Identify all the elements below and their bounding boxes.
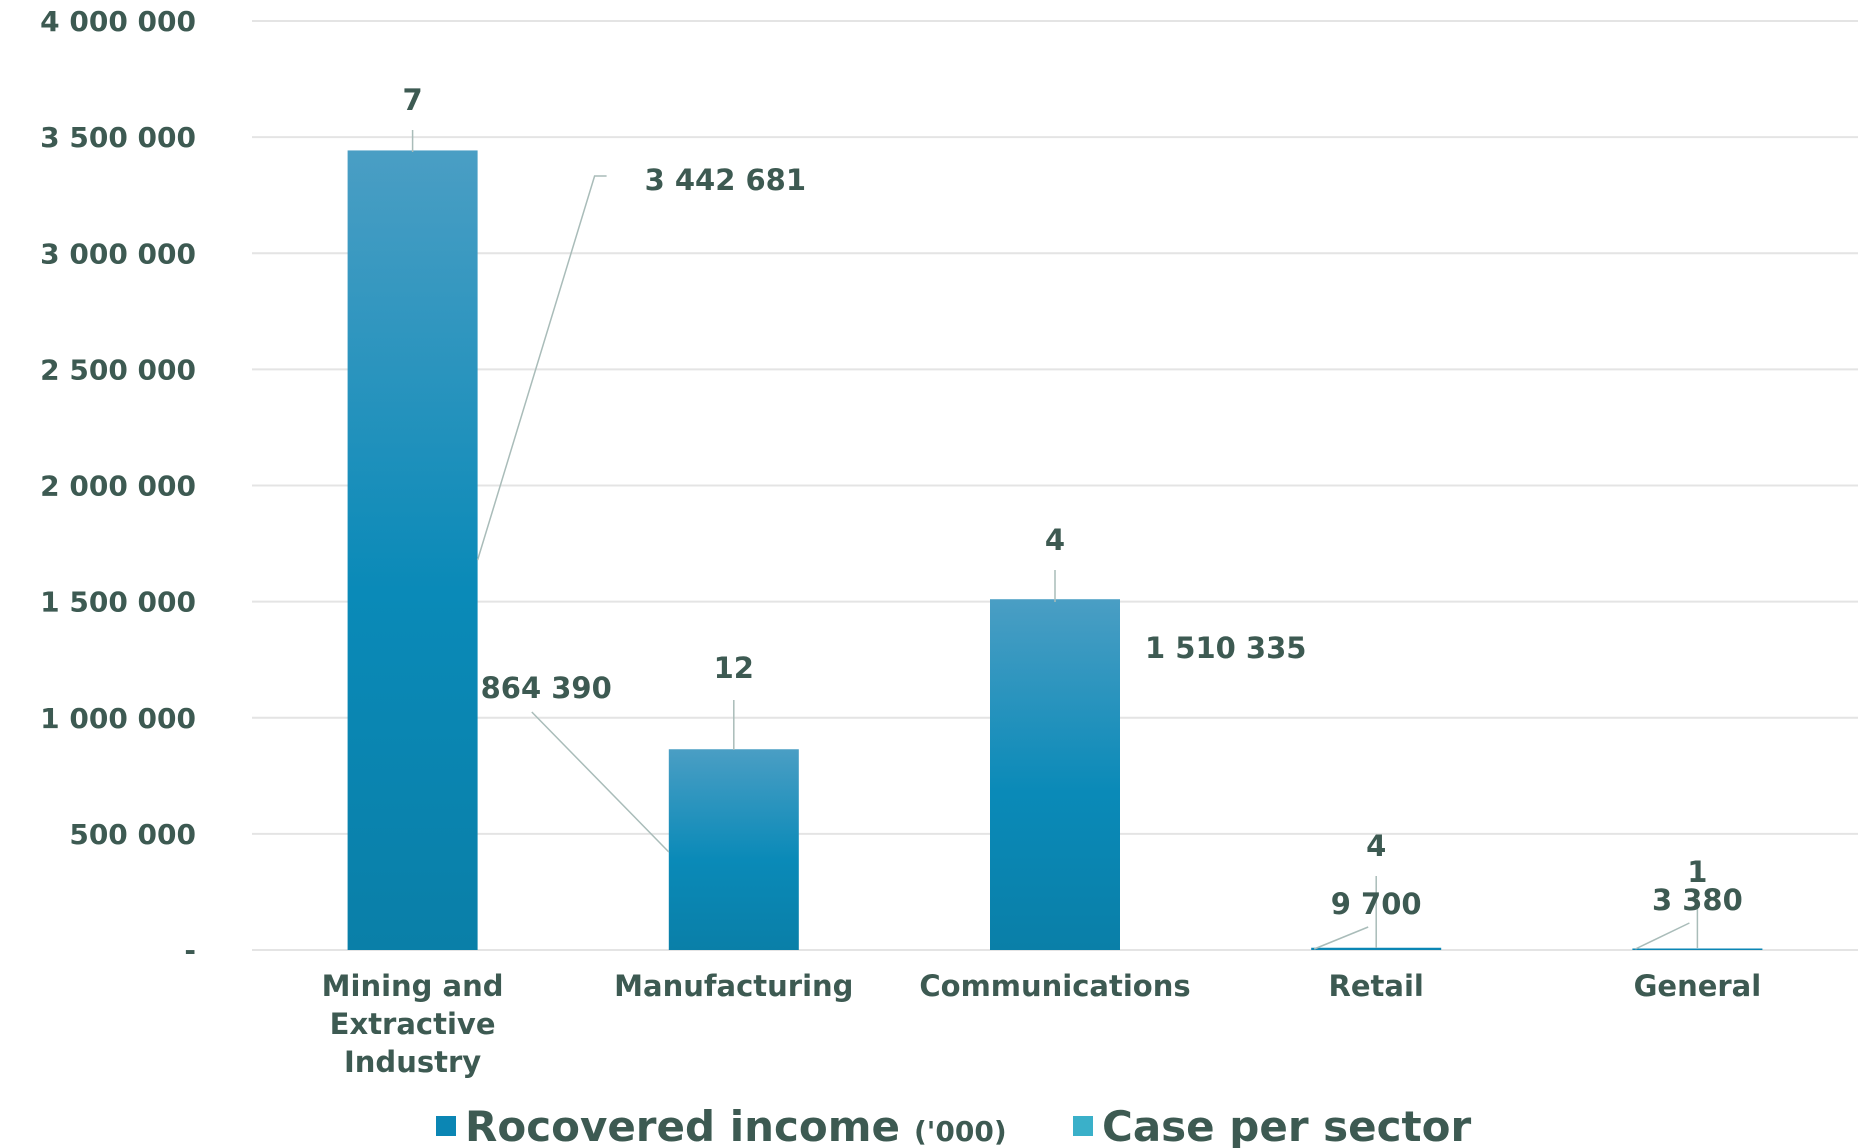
data-label-case-per-sector: 4 — [1366, 829, 1386, 863]
leader-line — [531, 711, 670, 853]
x-axis-categories: Mining and Extractive Industry Manufacturin… — [322, 969, 1762, 1079]
legend-unit-recovered-income: ('000) — [914, 1115, 1007, 1148]
x-category-label: Communications — [919, 969, 1190, 1003]
y-tick-label: - — [184, 934, 196, 967]
bar-recovered-income — [1632, 948, 1763, 950]
data-label-case-per-sector: 7 — [403, 83, 423, 117]
x-category-label: Retail — [1329, 969, 1424, 1003]
y-tick-label: 4 000 000 — [40, 5, 196, 38]
data-label-recovered-income: 3 380 — [1652, 883, 1743, 917]
y-tick-label: 3 500 000 — [40, 121, 196, 154]
data-label-recovered-income: 864 390 — [481, 671, 612, 705]
bar-recovered-income — [1311, 947, 1442, 950]
legend-label-recovered-income: Rocovered income — [465, 1102, 900, 1148]
bar-recovered-income — [668, 749, 799, 950]
legend-swatch-recovered-income — [436, 1116, 456, 1136]
legend: Rocovered income ('000) Case per sector — [436, 1102, 1471, 1148]
bar-recovered-income — [990, 599, 1120, 950]
data-label-case-per-sector: 12 — [714, 651, 754, 685]
x-category-label: Manufacturing — [614, 969, 853, 1003]
x-category-label: Industry — [344, 1045, 481, 1079]
x-category-label: Extractive — [330, 1007, 496, 1041]
y-tick-label: 2 000 000 — [40, 470, 196, 503]
label-leader-lines — [411, 130, 1699, 950]
data-label-case-per-sector: 1 — [1687, 855, 1707, 889]
y-tick-label: 1 500 000 — [40, 586, 196, 619]
legend-swatch-case-per-sector — [1073, 1116, 1093, 1136]
leader-line — [476, 175, 607, 561]
legend-label-case-per-sector: Case per sector — [1102, 1102, 1471, 1148]
bars — [347, 150, 1763, 951]
bar-recovered-income — [347, 150, 478, 951]
data-labels: 3 442 681 864 390 1 510 335 9 700 3 380 7 12 4 4… — [403, 83, 1743, 921]
y-tick-label: 2 500 000 — [40, 353, 196, 386]
data-label-recovered-income: 1 510 335 — [1145, 631, 1306, 665]
y-tick-label: 1 000 000 — [40, 702, 196, 735]
data-label-recovered-income: 3 442 681 — [645, 163, 806, 197]
x-category-label: Mining and — [322, 969, 504, 1003]
x-category-label: General — [1634, 969, 1762, 1003]
data-label-recovered-income: 9 700 — [1331, 887, 1422, 921]
data-label-case-per-sector: 4 — [1045, 523, 1065, 557]
svg-text:Rocovered income('000): Rocovered income ('000) — [465, 1102, 1007, 1148]
y-tick-label: 3 000 000 — [40, 237, 196, 270]
y-axis-ticks: 4 000 000 3 500 000 3 000 000 2 500 000 2 00… — [40, 5, 196, 967]
y-tick-label: 500 000 — [69, 818, 196, 851]
leader-line — [1313, 926, 1369, 950]
leader-line — [1635, 922, 1690, 950]
